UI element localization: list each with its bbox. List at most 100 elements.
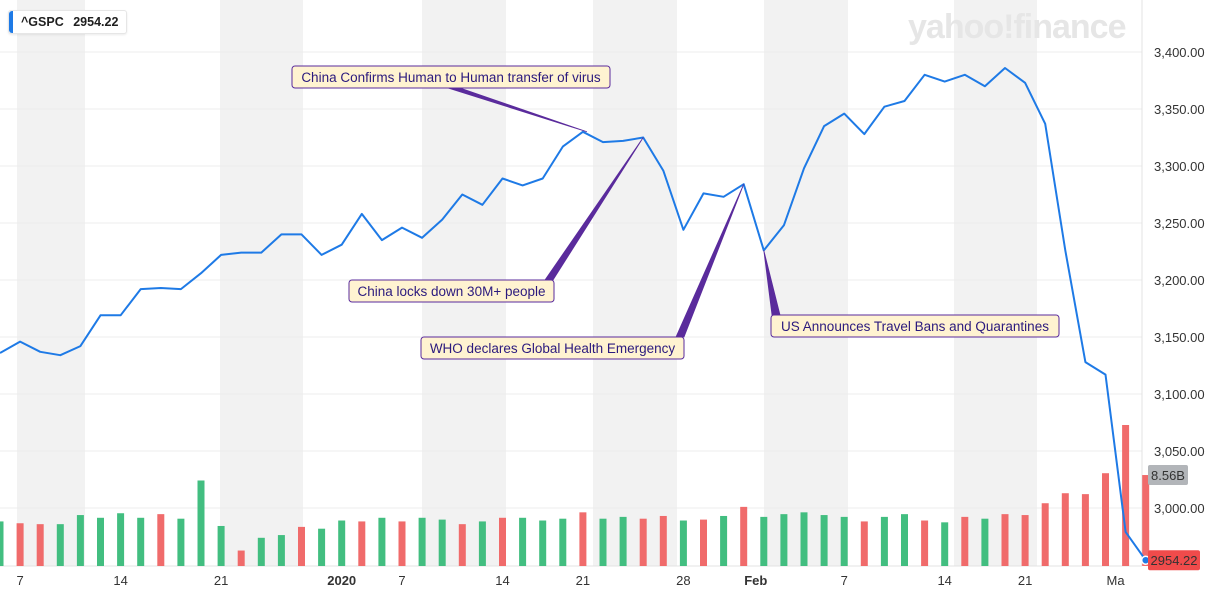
volume-bar: [358, 521, 366, 566]
volume-bar: [1041, 503, 1049, 566]
volume-bar: [97, 517, 104, 566]
volume-bar: [197, 480, 205, 566]
week-band: [593, 0, 677, 566]
ticker-price: 2954.22: [73, 15, 119, 29]
volume-bar: [1122, 425, 1130, 566]
volume-bar: [941, 522, 949, 566]
volume-bar: [1061, 493, 1069, 566]
volume-bar: [1142, 475, 1150, 566]
volume-bar: [1001, 514, 1009, 566]
volume-bar: [277, 535, 285, 566]
volume-bar: [880, 516, 888, 566]
volume-bar: [519, 517, 527, 566]
price-tick-label: 3,000.00: [1154, 501, 1205, 516]
ticker-symbol: ^GSPC: [21, 15, 64, 29]
week-band: [954, 0, 1037, 566]
volume-bar: [639, 518, 647, 566]
volume-bar: [559, 518, 567, 566]
date-tick-label: 14: [495, 573, 509, 588]
volume-bar: [1081, 494, 1089, 566]
volume-bar: [438, 519, 446, 566]
volume-bar: [679, 520, 687, 566]
date-tick-label: 14: [937, 573, 951, 588]
volume-bar: [378, 517, 386, 566]
volume-bar: [780, 514, 788, 566]
last-price-label-box: [1148, 550, 1200, 571]
price-tick-label: 3,200.00: [1154, 273, 1205, 288]
annotation-label: China locks down 30M+ people: [358, 284, 546, 299]
ticker-accent: [9, 11, 13, 33]
volume-bar: [961, 516, 969, 566]
price-tick-label: 3,350.00: [1154, 102, 1205, 117]
week-band: [220, 0, 303, 566]
annotation-label: US Announces Travel Bans and Quarantines: [781, 319, 1049, 334]
week-band: [764, 0, 848, 566]
volume-bar: [860, 521, 868, 566]
volume-bar: [840, 516, 848, 566]
annotations: China Confirms Human to Human transfer o…: [291, 65, 1060, 360]
annotation-label: China Confirms Human to Human transfer o…: [301, 70, 601, 85]
last-price-label: 2954.22: [1151, 553, 1198, 568]
date-tick-label: 28: [676, 573, 690, 588]
price-series-line: [0, 67, 1147, 561]
price-tick-label: 3,250.00: [1154, 216, 1205, 231]
volume-bar: [599, 518, 607, 566]
volume-bar: [117, 513, 125, 566]
volume-bar: [36, 524, 44, 566]
volume-bar: [1102, 473, 1109, 566]
axis-labels: 8.56B 2954.22: [1148, 465, 1200, 571]
annotation-pointer: [675, 184, 745, 338]
volume-bar: [137, 517, 145, 566]
volume-bar: [338, 520, 346, 566]
date-tick-label: Feb: [744, 573, 767, 588]
volume-label: 8.56B: [1151, 468, 1185, 483]
date-tick-label: 7: [398, 573, 405, 588]
volume-bar: [619, 516, 627, 566]
date-tick-label: 21: [214, 573, 228, 588]
date-tick-label: 21: [1018, 573, 1032, 588]
volume-bar: [257, 537, 265, 566]
price-tick-label: 3,100.00: [1154, 387, 1205, 402]
volume-bar: [237, 550, 245, 566]
volume-bar: [901, 514, 908, 566]
annotation-box: [348, 279, 555, 303]
volume-bar: [76, 515, 84, 566]
volume-bar: [0, 521, 4, 566]
volume-bar: [318, 528, 326, 566]
volume-bar: [659, 515, 667, 566]
volume-bar: [921, 520, 929, 566]
annotation-label: WHO declares Global Health Emergency: [430, 341, 676, 356]
volume-bar: [820, 515, 828, 566]
volume-bar: [700, 519, 707, 566]
ticker-badge[interactable]: ^GSPC 2954.22: [8, 10, 128, 34]
price-tick-label: 3,300.00: [1154, 159, 1205, 174]
volume-bar: [418, 517, 426, 566]
price-line: [0, 67, 1151, 565]
price-axis: 3,400.00 3,350.00 3,300.00 3,250.00 3,200.00…: [1154, 45, 1205, 516]
volume-bar: [398, 521, 406, 566]
date-tick-label: 14: [113, 573, 127, 588]
date-axis: 7 14 21 2020 7 14 21 28 Feb 7 14 21 Ma: [16, 573, 1125, 588]
price-tick-label: 3,050.00: [1154, 444, 1205, 459]
volume-bar: [800, 512, 808, 566]
price-tick-label: 3,150.00: [1154, 330, 1205, 345]
annotation-box: [770, 314, 1060, 338]
volume-bar: [217, 525, 225, 566]
volume-bar: [740, 506, 748, 566]
volume-bar: [16, 523, 24, 566]
volume-bar: [1021, 515, 1029, 566]
yahoo-finance-logo: yahoo!finance: [908, 8, 1126, 46]
volume-bars: [0, 425, 1150, 566]
annotation-box: [420, 336, 685, 360]
volume-bar: [579, 512, 587, 566]
volume-bar: [539, 520, 547, 566]
volume-bar: [177, 518, 185, 566]
week-bands: [17, 0, 1037, 566]
week-band: [17, 0, 85, 566]
volume-bar: [298, 526, 305, 566]
date-tick-label: 7: [16, 573, 23, 588]
date-tick-label: 2020: [327, 573, 356, 588]
price-tick-label: 3,400.00: [1154, 45, 1205, 60]
volume-bar: [720, 515, 728, 566]
